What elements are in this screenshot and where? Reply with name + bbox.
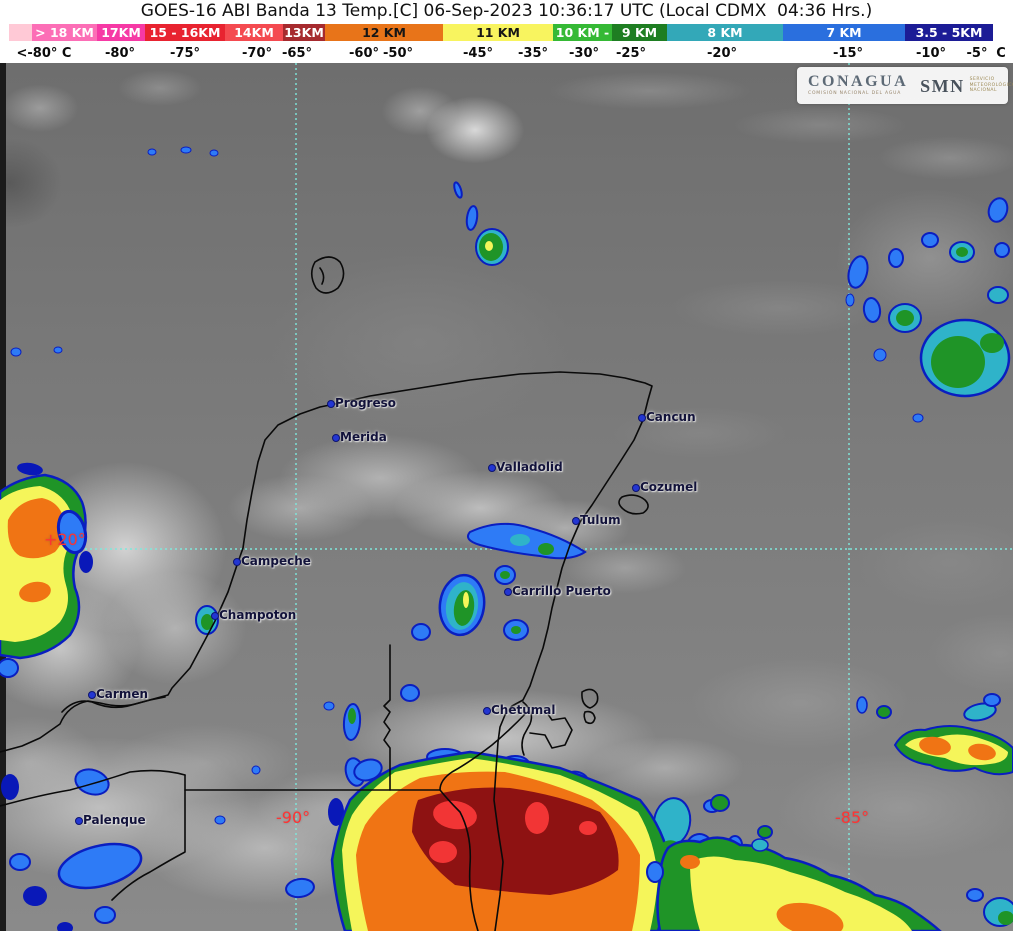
precipitation-overlay [0, 63, 1013, 931]
city-marker-dot [327, 400, 335, 408]
city-marker-dot [638, 414, 646, 422]
city-marker-dot [572, 517, 580, 525]
temperature-tick: -60° [349, 46, 379, 61]
city-marker-dot [211, 612, 219, 620]
conagua-wordmark: CONAGUA [808, 73, 909, 91]
conagua-subtitle: COMISIÓN NACIONAL DEL AGUA [808, 91, 902, 97]
altitude-segment: 17KM [97, 24, 145, 41]
city-label: Cozumel [632, 480, 697, 494]
smn-wordmark: SMN [920, 75, 965, 96]
city-label: Palenque [75, 813, 146, 827]
altitude-segment: 8 KM [667, 24, 783, 41]
temperature-tick: -75° [170, 46, 200, 61]
city-marker-dot [75, 817, 83, 825]
altitude-segment: > 18 KM [32, 24, 97, 41]
altitude-segment: 10 KM - [553, 24, 612, 41]
city-label: Merida [332, 430, 387, 444]
image-title: GOES-16 ABI Banda 13 Temp.[C] 06-Sep-202… [140, 1, 873, 21]
grid-coordinate-label: -85° [835, 808, 870, 827]
temperature-tick: C [996, 46, 1006, 61]
altitude-segment: 7 KM [783, 24, 905, 41]
storm-cells-top [10, 146, 509, 357]
temperature-tick: -25° [616, 46, 646, 61]
city-label: Campeche [233, 554, 311, 568]
altitude-color-scale: > 18 KM 17KM 15 - 16KM 14KM 13KM 12 KM 11 KM 10… [9, 24, 993, 41]
city-marker-dot [88, 691, 96, 699]
temperature-tick: -50° [383, 46, 413, 61]
smn-subtitle: SERVICIO METEOROLÓGICO NACIONAL [969, 77, 1013, 94]
temperature-tick: -65° [282, 46, 312, 61]
temperature-tick: -20° [707, 46, 737, 61]
city-label: Carmen [88, 687, 148, 701]
altitude-segment: 3.5 - 5KM [905, 24, 993, 41]
altitude-segment [9, 24, 32, 41]
grid-coordinate-label: +20° [44, 530, 86, 549]
city-label: Champoton [211, 608, 296, 622]
agency-logo-plate: CONAGUA COMISIÓN NACIONAL DEL AGUA SMN S… [797, 67, 1013, 104]
altitude-segment: 11 KM [443, 24, 553, 41]
city-marker-dot [233, 558, 241, 566]
temperature-tick: -70° [242, 46, 272, 61]
altitude-segment: 9 KM [612, 24, 667, 41]
city-marker-dot [483, 707, 491, 715]
storm-bands-southeast [646, 693, 1013, 931]
city-marker-dot [504, 588, 512, 596]
temperature-scale: <-80° C -80° -75° -70° -65° -60° -50° -45° -35° -… [0, 41, 1013, 63]
city-label: Valladolid [488, 460, 563, 474]
temperature-tick: -35° [518, 46, 548, 61]
city-marker-dot [488, 464, 496, 472]
city-label: Progreso [327, 396, 396, 410]
city-marker-dot [632, 484, 640, 492]
grid-coordinate-label: -90° [276, 808, 311, 827]
storm-main [328, 748, 743, 931]
temperature-tick: -15° [833, 46, 863, 61]
temperature-tick: -45° [463, 46, 493, 61]
altitude-segment: 13KM [283, 24, 325, 41]
temperature-tick: -30° [569, 46, 599, 61]
temperature-tick: -80° [105, 46, 135, 61]
satellite-map: Progreso Merida Cancun Valladolid Cozumel Tul… [0, 63, 1013, 931]
city-label: Chetumal [483, 703, 555, 717]
coastline [0, 256, 653, 931]
altitude-segment: 15 - 16KM [145, 24, 225, 41]
city-label: Cancun [638, 410, 696, 424]
city-label: Tulum [572, 513, 621, 527]
temperature-tick: -5° [966, 46, 988, 61]
temperature-tick: -10° [916, 46, 946, 61]
altitude-segment: 12 KM [325, 24, 443, 41]
temperature-tick: <-80° C [16, 46, 72, 61]
city-marker-dot [332, 434, 340, 442]
storm-cells-cuba [845, 197, 1011, 423]
city-label: Carrillo Puerto [504, 584, 611, 598]
altitude-segment: 14KM [225, 24, 283, 41]
storm-left-edge [0, 462, 93, 678]
